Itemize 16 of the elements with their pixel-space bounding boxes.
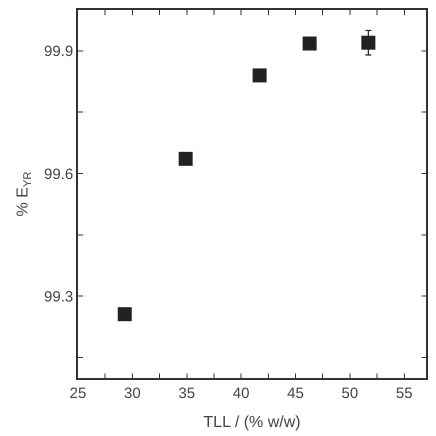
y-tick-label: 99.6	[44, 166, 74, 183]
x-tick-label: 50	[342, 384, 358, 402]
y-tick-label: 99.3	[44, 288, 74, 306]
x-tick-label: 25	[70, 384, 86, 402]
x-tick-label: 35	[178, 384, 196, 402]
point	[178, 152, 193, 166]
x-tick-label: 45	[287, 384, 304, 402]
x-axis-title: TLL / (% w/w)	[203, 414, 301, 431]
x-tick-label: 30	[124, 384, 141, 402]
y-tick-label: 99.9	[44, 43, 74, 60]
point	[302, 36, 317, 51]
x-tick-label: 55	[396, 384, 413, 402]
point	[118, 307, 132, 322]
point	[252, 68, 267, 82]
x-tick-label: 40	[232, 384, 250, 402]
point	[361, 36, 376, 50]
